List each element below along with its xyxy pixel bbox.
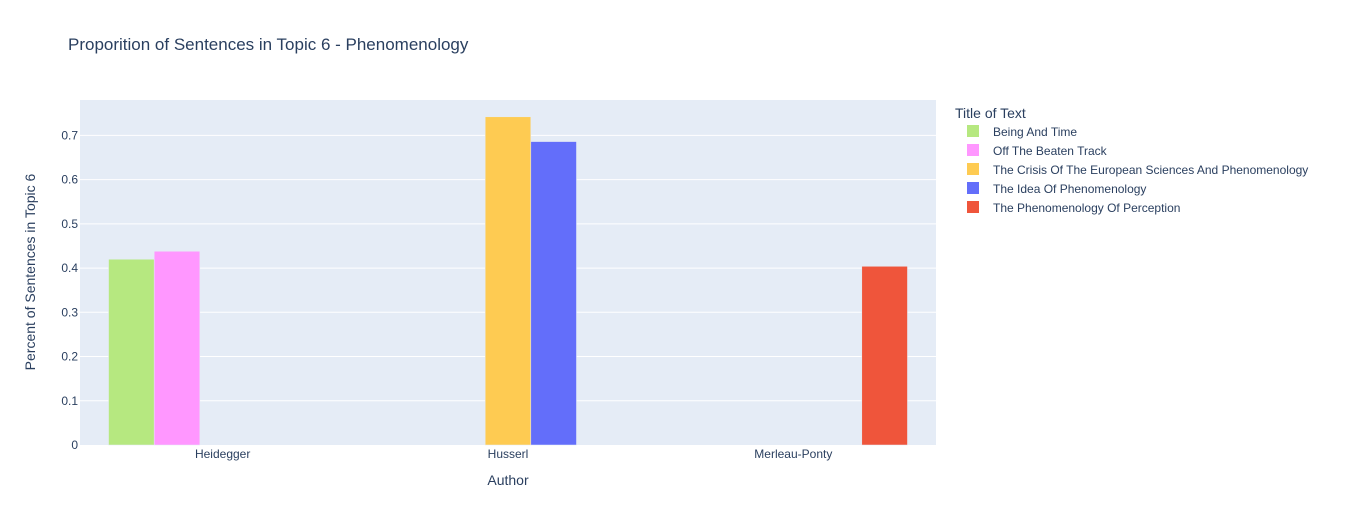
legend-swatch bbox=[967, 144, 979, 156]
x-tick-label: Heidegger bbox=[195, 447, 250, 461]
legend-label: Being And Time bbox=[993, 125, 1077, 139]
legend: Title of Text Being And Time Off The Beat… bbox=[955, 105, 1308, 215]
y-tick-label: 0.3 bbox=[61, 305, 78, 319]
bar bbox=[484, 116, 532, 446]
chart-title: Proporition of Sentences in Topic 6 - Ph… bbox=[68, 35, 469, 54]
x-axis-title: Author bbox=[487, 472, 529, 488]
y-tick-label: 0.5 bbox=[61, 217, 78, 231]
x-axis-ticks: Heidegger Husserl Merleau-Ponty bbox=[195, 447, 832, 461]
legend-title: Title of Text bbox=[955, 105, 1026, 121]
legend-label: Off The Beaten Track bbox=[993, 144, 1108, 158]
y-tick-label: 0.6 bbox=[61, 173, 78, 187]
bar bbox=[153, 251, 201, 446]
bars bbox=[108, 116, 908, 446]
y-tick-label: 0.7 bbox=[61, 128, 78, 142]
legend-swatch bbox=[967, 201, 979, 213]
legend-swatch bbox=[967, 182, 979, 194]
y-tick-label: 0 bbox=[71, 438, 78, 452]
y-tick-label: 0.1 bbox=[61, 394, 78, 408]
bar bbox=[530, 141, 577, 446]
bar bbox=[108, 258, 155, 446]
y-tick-label: 0.2 bbox=[61, 350, 78, 364]
legend-label: The Phenomenology Of Perception bbox=[993, 201, 1180, 215]
legend-swatch bbox=[967, 125, 979, 137]
bar bbox=[861, 266, 908, 446]
y-axis-title: Percent of Sentences in Topic 6 bbox=[22, 173, 38, 370]
x-tick-label: Husserl bbox=[488, 447, 529, 461]
y-tick-label: 0.4 bbox=[61, 261, 78, 275]
x-tick-label: Merleau-Ponty bbox=[754, 447, 832, 461]
legend-label: The Idea Of Phenomenology bbox=[993, 182, 1146, 196]
legend-swatch bbox=[967, 163, 979, 175]
y-axis-ticks: 0 0.1 0.2 0.3 0.4 0.5 0.6 0.7 bbox=[61, 128, 78, 452]
legend-label: The Crisis Of The European Sciences And … bbox=[993, 163, 1308, 177]
